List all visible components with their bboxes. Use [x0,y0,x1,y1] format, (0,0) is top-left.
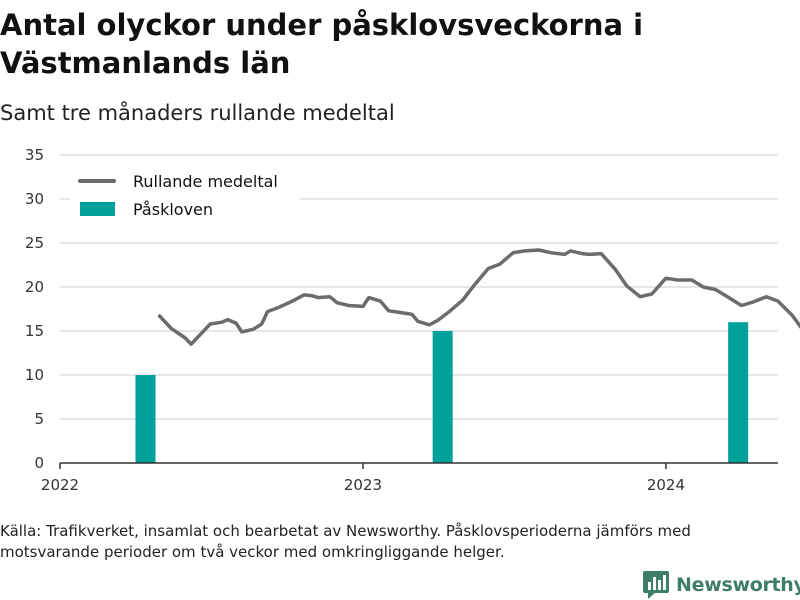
y-tick-label: 35 [25,146,44,164]
y-tick-label: 30 [25,190,44,208]
x-tick-label: 2022 [41,476,79,494]
y-tick-label: 5 [34,410,44,428]
x-tick-label: 2024 [647,476,685,494]
y-tick-label: 25 [25,234,44,252]
brand: Newsworthy [643,568,800,600]
y-tick-label: 0 [34,454,44,472]
bar-chart-icon [643,571,669,599]
bar [432,331,453,463]
legend-bar-swatch [80,202,115,216]
line-series [157,248,800,346]
chart-subtitle: Samt tre månaders rullande medeltal [0,101,395,125]
x-axis: 2022 2023 2024 [41,462,778,494]
source-note: Källa: Trafikverket, insamlat och bearbe… [0,522,691,561]
chart-title: Antal olyckor under påsklovsveckorna i V… [0,8,644,80]
x-tick-label: 2023 [344,476,382,494]
legend-label-bar: Påskloven [133,200,213,219]
legend-label-line: Rullande medeltal [133,172,278,191]
brand-name: Newsworthy [676,574,800,596]
y-tick-labels: 0 5 10 15 20 25 30 35 [25,146,44,472]
y-tick-label: 20 [25,278,44,296]
legend: Rullande medeltal Påskloven [70,165,300,223]
bar-series [135,322,749,463]
bar [728,322,749,463]
line-series-group [157,248,800,346]
bar [135,375,156,463]
chart: 0 5 10 15 20 25 30 35 2022 2023 2024 Rullande med… [25,146,800,494]
y-tick-label: 10 [25,366,44,384]
y-tick-label: 15 [25,322,44,340]
